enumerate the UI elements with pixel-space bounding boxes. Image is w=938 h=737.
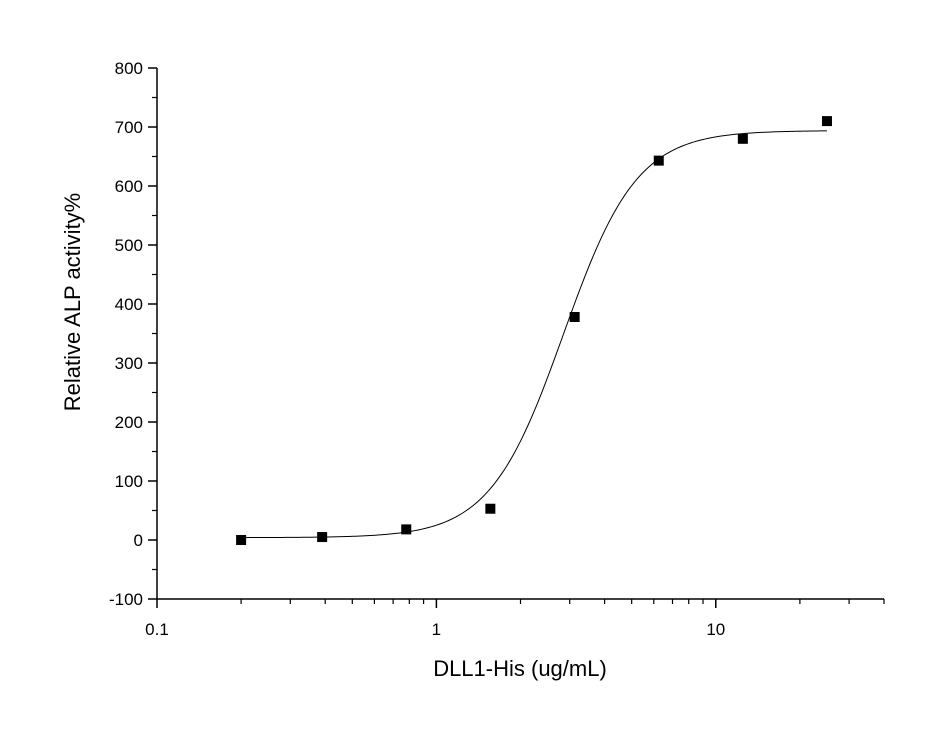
y-tick-label: -100 — [109, 590, 143, 609]
data-point — [317, 532, 328, 543]
x-axis-title: DLL1-His (ug/mL) — [433, 656, 607, 681]
y-tick-label: 800 — [115, 59, 143, 78]
data-point — [653, 155, 664, 166]
y-tick-label: 200 — [115, 413, 143, 432]
y-tick-label: 500 — [115, 236, 143, 255]
data-point — [401, 524, 412, 535]
x-axis-ticks: 0.1 1 10 — [145, 599, 885, 639]
data-point — [821, 116, 832, 127]
y-tick-label: 400 — [115, 295, 143, 314]
fit-curve — [241, 130, 827, 539]
y-axis-title: Relative ALP activity% — [60, 193, 85, 411]
x-tick-label: 10 — [706, 620, 725, 639]
data-point — [737, 133, 748, 144]
y-tick-label: 0 — [134, 531, 143, 550]
data-point — [236, 535, 247, 545]
x-tick-label: 0.1 — [145, 620, 169, 639]
y-tick-label: 700 — [115, 118, 143, 137]
y-tick-label: 300 — [115, 354, 143, 373]
data-point — [485, 503, 496, 514]
data-point — [569, 311, 580, 322]
y-axis-ticks: -100 0 100 200 300 400 500 600 700 800 — [109, 59, 157, 609]
x-tick-label: 1 — [432, 620, 441, 639]
y-tick-label: 600 — [115, 177, 143, 196]
y-tick-label: 100 — [115, 472, 143, 491]
axes — [156, 68, 884, 600]
data-points — [236, 116, 832, 545]
